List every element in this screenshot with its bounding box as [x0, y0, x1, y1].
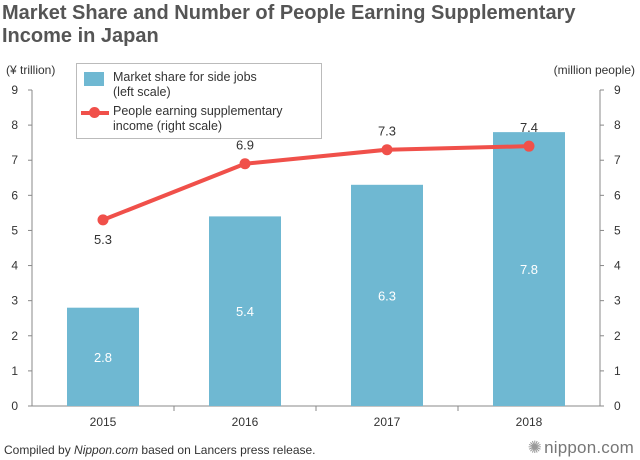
source-prefix: Compiled by — [4, 443, 75, 457]
source-note: Compiled by Nippon.com based on Lancers … — [4, 443, 316, 457]
line-point — [239, 158, 251, 170]
line-value-label: 5.3 — [94, 232, 112, 247]
left-tick-label: 8 — [11, 118, 18, 132]
brand-logo: ✺ nippon.com — [528, 438, 634, 458]
legend-line-label: People earning supplementary income (rig… — [113, 104, 333, 134]
x-tick-label: 2018 — [516, 415, 543, 429]
bar — [351, 184, 423, 406]
legend: Market share for side jobs (left scale) … — [76, 63, 322, 139]
left-tick-label: 0 — [11, 399, 18, 413]
left-tick-label: 7 — [11, 153, 18, 167]
right-tick-label: 0 — [614, 399, 621, 413]
right-tick-label: 5 — [614, 223, 621, 237]
line-value-label: 7.4 — [520, 120, 538, 135]
bar — [209, 216, 281, 406]
x-tick-label: 2016 — [232, 415, 259, 429]
source-suffix: based on Lancers press release. — [138, 443, 316, 457]
bar-value-label: 7.8 — [520, 262, 538, 277]
left-tick-label: 2 — [11, 329, 18, 343]
right-tick-label: 3 — [614, 294, 621, 308]
left-tick-label: 4 — [11, 259, 18, 273]
legend-line-label-line2: income (right scale) — [113, 119, 223, 133]
legend-bar-label: Market share for side jobs (left scale) — [113, 70, 333, 100]
left-tick-label: 3 — [11, 294, 18, 308]
bar — [67, 307, 139, 406]
bar — [493, 132, 565, 406]
left-axis-label: (¥ trillion) — [6, 63, 55, 77]
series-line — [102, 144, 530, 222]
right-tick-label: 9 — [614, 83, 621, 97]
legend-bar-label-line2: (left scale) — [113, 85, 171, 99]
line-point — [97, 214, 109, 226]
legend-bar-swatch — [84, 72, 104, 86]
left-tick-label: 6 — [11, 188, 18, 202]
nippon-logo-icon: ✺ — [527, 438, 543, 457]
line-point — [523, 140, 535, 152]
right-tick-label: 2 — [614, 329, 621, 343]
bar-value-label: 2.8 — [94, 350, 112, 365]
plot-area: 0 1 2 3 4 5 6 7 8 9 0 1 2 3 4 5 6 7 8 9 2015 2016 2017 2018 2.8 5… — [11, 83, 621, 429]
x-tick-label: 2015 — [90, 415, 117, 429]
right-tick-label: 8 — [614, 118, 621, 132]
bar-value-label: 6.3 — [378, 288, 396, 303]
right-tick-label: 7 — [614, 153, 621, 167]
bar-value-label: 5.4 — [236, 304, 254, 319]
legend-line-label-line1: People earning supplementary — [113, 104, 283, 118]
line-point — [381, 144, 393, 156]
x-tick-label: 2017 — [374, 415, 401, 429]
legend-line-marker — [89, 107, 100, 118]
left-tick-label: 9 — [11, 83, 18, 97]
right-tick-label: 1 — [614, 364, 621, 378]
source-link[interactable]: Nippon.com — [74, 443, 139, 457]
line-value-label: 7.3 — [378, 124, 396, 139]
line-value-label: 6.9 — [236, 138, 254, 153]
left-tick-label: 5 — [11, 223, 18, 237]
legend-bar-label-line1: Market share for side jobs — [113, 70, 257, 84]
right-axis-label: (million people) — [554, 63, 635, 77]
brand-text: nippon.com — [544, 438, 634, 457]
right-tick-label: 6 — [614, 188, 621, 202]
left-tick-label: 1 — [11, 364, 18, 378]
chart-title: Market Share and Number of People Earnin… — [2, 2, 576, 47]
right-tick-label: 4 — [614, 259, 621, 273]
